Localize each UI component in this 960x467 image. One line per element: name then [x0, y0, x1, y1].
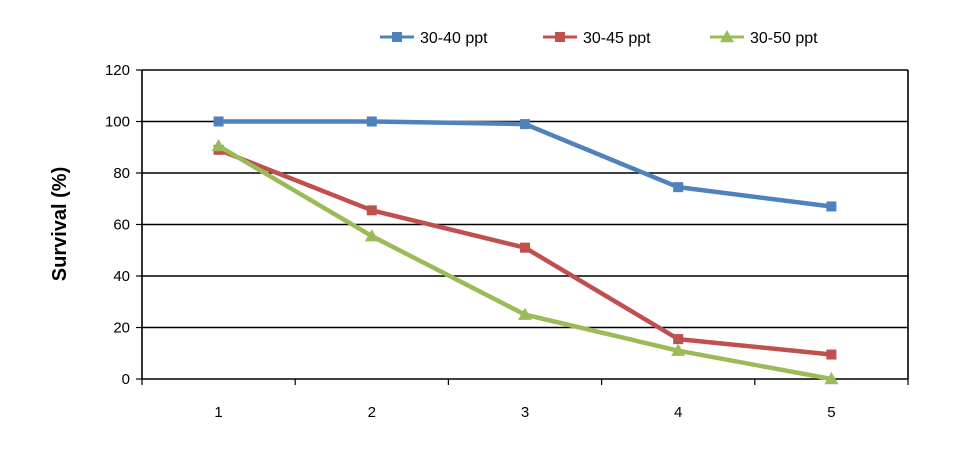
- gridlines: [142, 69, 908, 380]
- data-point: [673, 334, 684, 345]
- y-tick-label: 60: [113, 217, 130, 234]
- y-tick-label: 100: [105, 114, 130, 131]
- legend-item: 30-40 ppt: [380, 30, 488, 47]
- y-tick-label: 120: [105, 62, 130, 79]
- legend-item: 30-50 ppt: [710, 30, 818, 47]
- legend-label: 30-45 ppt: [583, 30, 651, 47]
- data-point: [213, 116, 224, 127]
- legend-label: 30-50 ppt: [750, 30, 818, 47]
- series-30-50-ppt: [211, 138, 839, 385]
- legend-marker: [555, 32, 565, 42]
- data-point: [366, 116, 377, 127]
- series-layer: [211, 116, 839, 385]
- x-tick-label: 5: [827, 404, 835, 421]
- data-point: [826, 201, 837, 212]
- x-tick-label: 3: [521, 404, 529, 421]
- data-point: [673, 182, 684, 193]
- y-tick-label: 20: [113, 320, 130, 337]
- data-point: [520, 119, 530, 130]
- legend-label: 30-40 ppt: [420, 30, 488, 47]
- legend-item: 30-45 ppt: [543, 30, 651, 47]
- series-30-40-ppt: [213, 116, 837, 212]
- data-point: [520, 242, 530, 253]
- y-axis-label: Survival (%): [49, 167, 71, 281]
- data-point: [211, 138, 226, 152]
- legend-marker: [720, 30, 734, 43]
- data-point: [366, 205, 377, 216]
- y-tick-label: 40: [113, 268, 130, 285]
- x-tick-label: 2: [368, 404, 376, 421]
- data-point: [364, 229, 379, 242]
- data-point: [824, 372, 839, 385]
- data-point: [671, 343, 686, 356]
- y-tick-label: 0: [122, 371, 130, 388]
- series-line: [216, 119, 834, 209]
- x-tick-label: 4: [674, 404, 682, 421]
- legend: 30-40 ppt 30-45 ppt 30-50 ppt: [380, 30, 818, 47]
- y-tick-label: 80: [113, 165, 130, 182]
- legend-marker: [392, 32, 402, 42]
- data-point: [826, 349, 837, 360]
- axes: 0 20 40 60 80 100 120 1 2 3 4 5: [105, 62, 909, 421]
- x-tick-label: 1: [214, 404, 222, 421]
- data-point: [518, 307, 532, 320]
